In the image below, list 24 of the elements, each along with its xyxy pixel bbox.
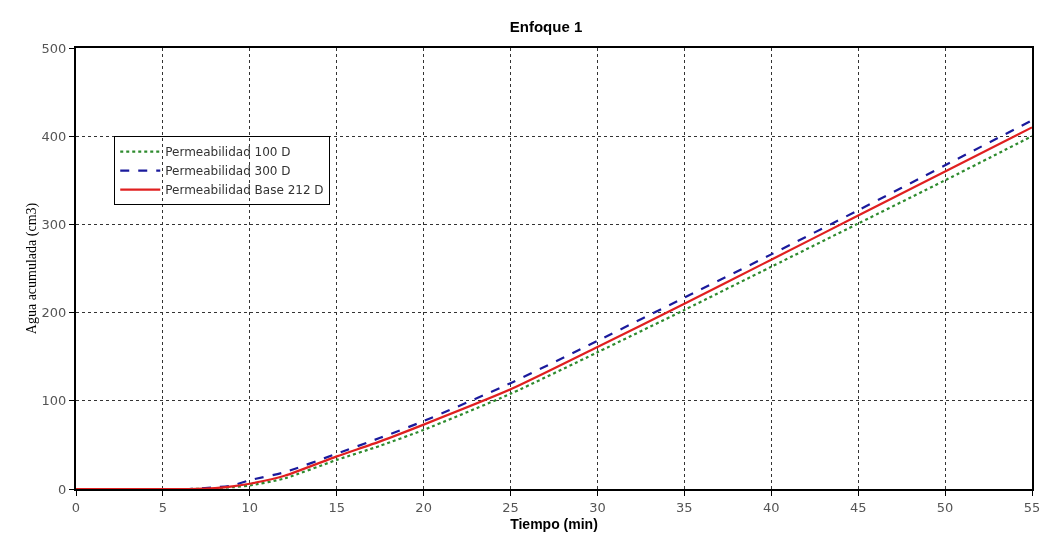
- y-tick-label: 300: [41, 216, 67, 232]
- x-tick-label: 5: [158, 499, 168, 515]
- x-tick-label: 20: [415, 499, 432, 515]
- x-tick-label: 55: [1023, 499, 1041, 515]
- y-tick-label: 500: [41, 40, 67, 56]
- x-tick-label: 40: [763, 499, 780, 515]
- y-tick-label: 400: [41, 128, 67, 144]
- chart-title: Enfoque 1: [509, 18, 583, 36]
- x-tick-label: 25: [502, 499, 519, 515]
- y-tick-label: 200: [41, 305, 67, 321]
- y-tick-label: 100: [41, 393, 67, 409]
- y-axis-title: Agua acumulada (cm3): [23, 202, 40, 335]
- x-tick-label: 30: [589, 499, 606, 515]
- x-tick-label: 35: [676, 499, 693, 515]
- x-tick-label: 15: [328, 499, 345, 515]
- x-tick-label: 0: [71, 499, 81, 515]
- x-axis-title: Tiempo (min): [510, 516, 598, 533]
- x-tick-label: 45: [849, 499, 867, 515]
- y-tick-label: 0: [58, 481, 67, 497]
- legend-label: Permeabilidad 300 D: [165, 164, 291, 179]
- x-tick-label: 50: [936, 499, 954, 515]
- legend-label: Permeabilidad Base 212 D: [165, 183, 324, 198]
- legend-label: Permeabilidad 100 D: [165, 145, 291, 160]
- x-tick-label: 10: [241, 499, 259, 515]
